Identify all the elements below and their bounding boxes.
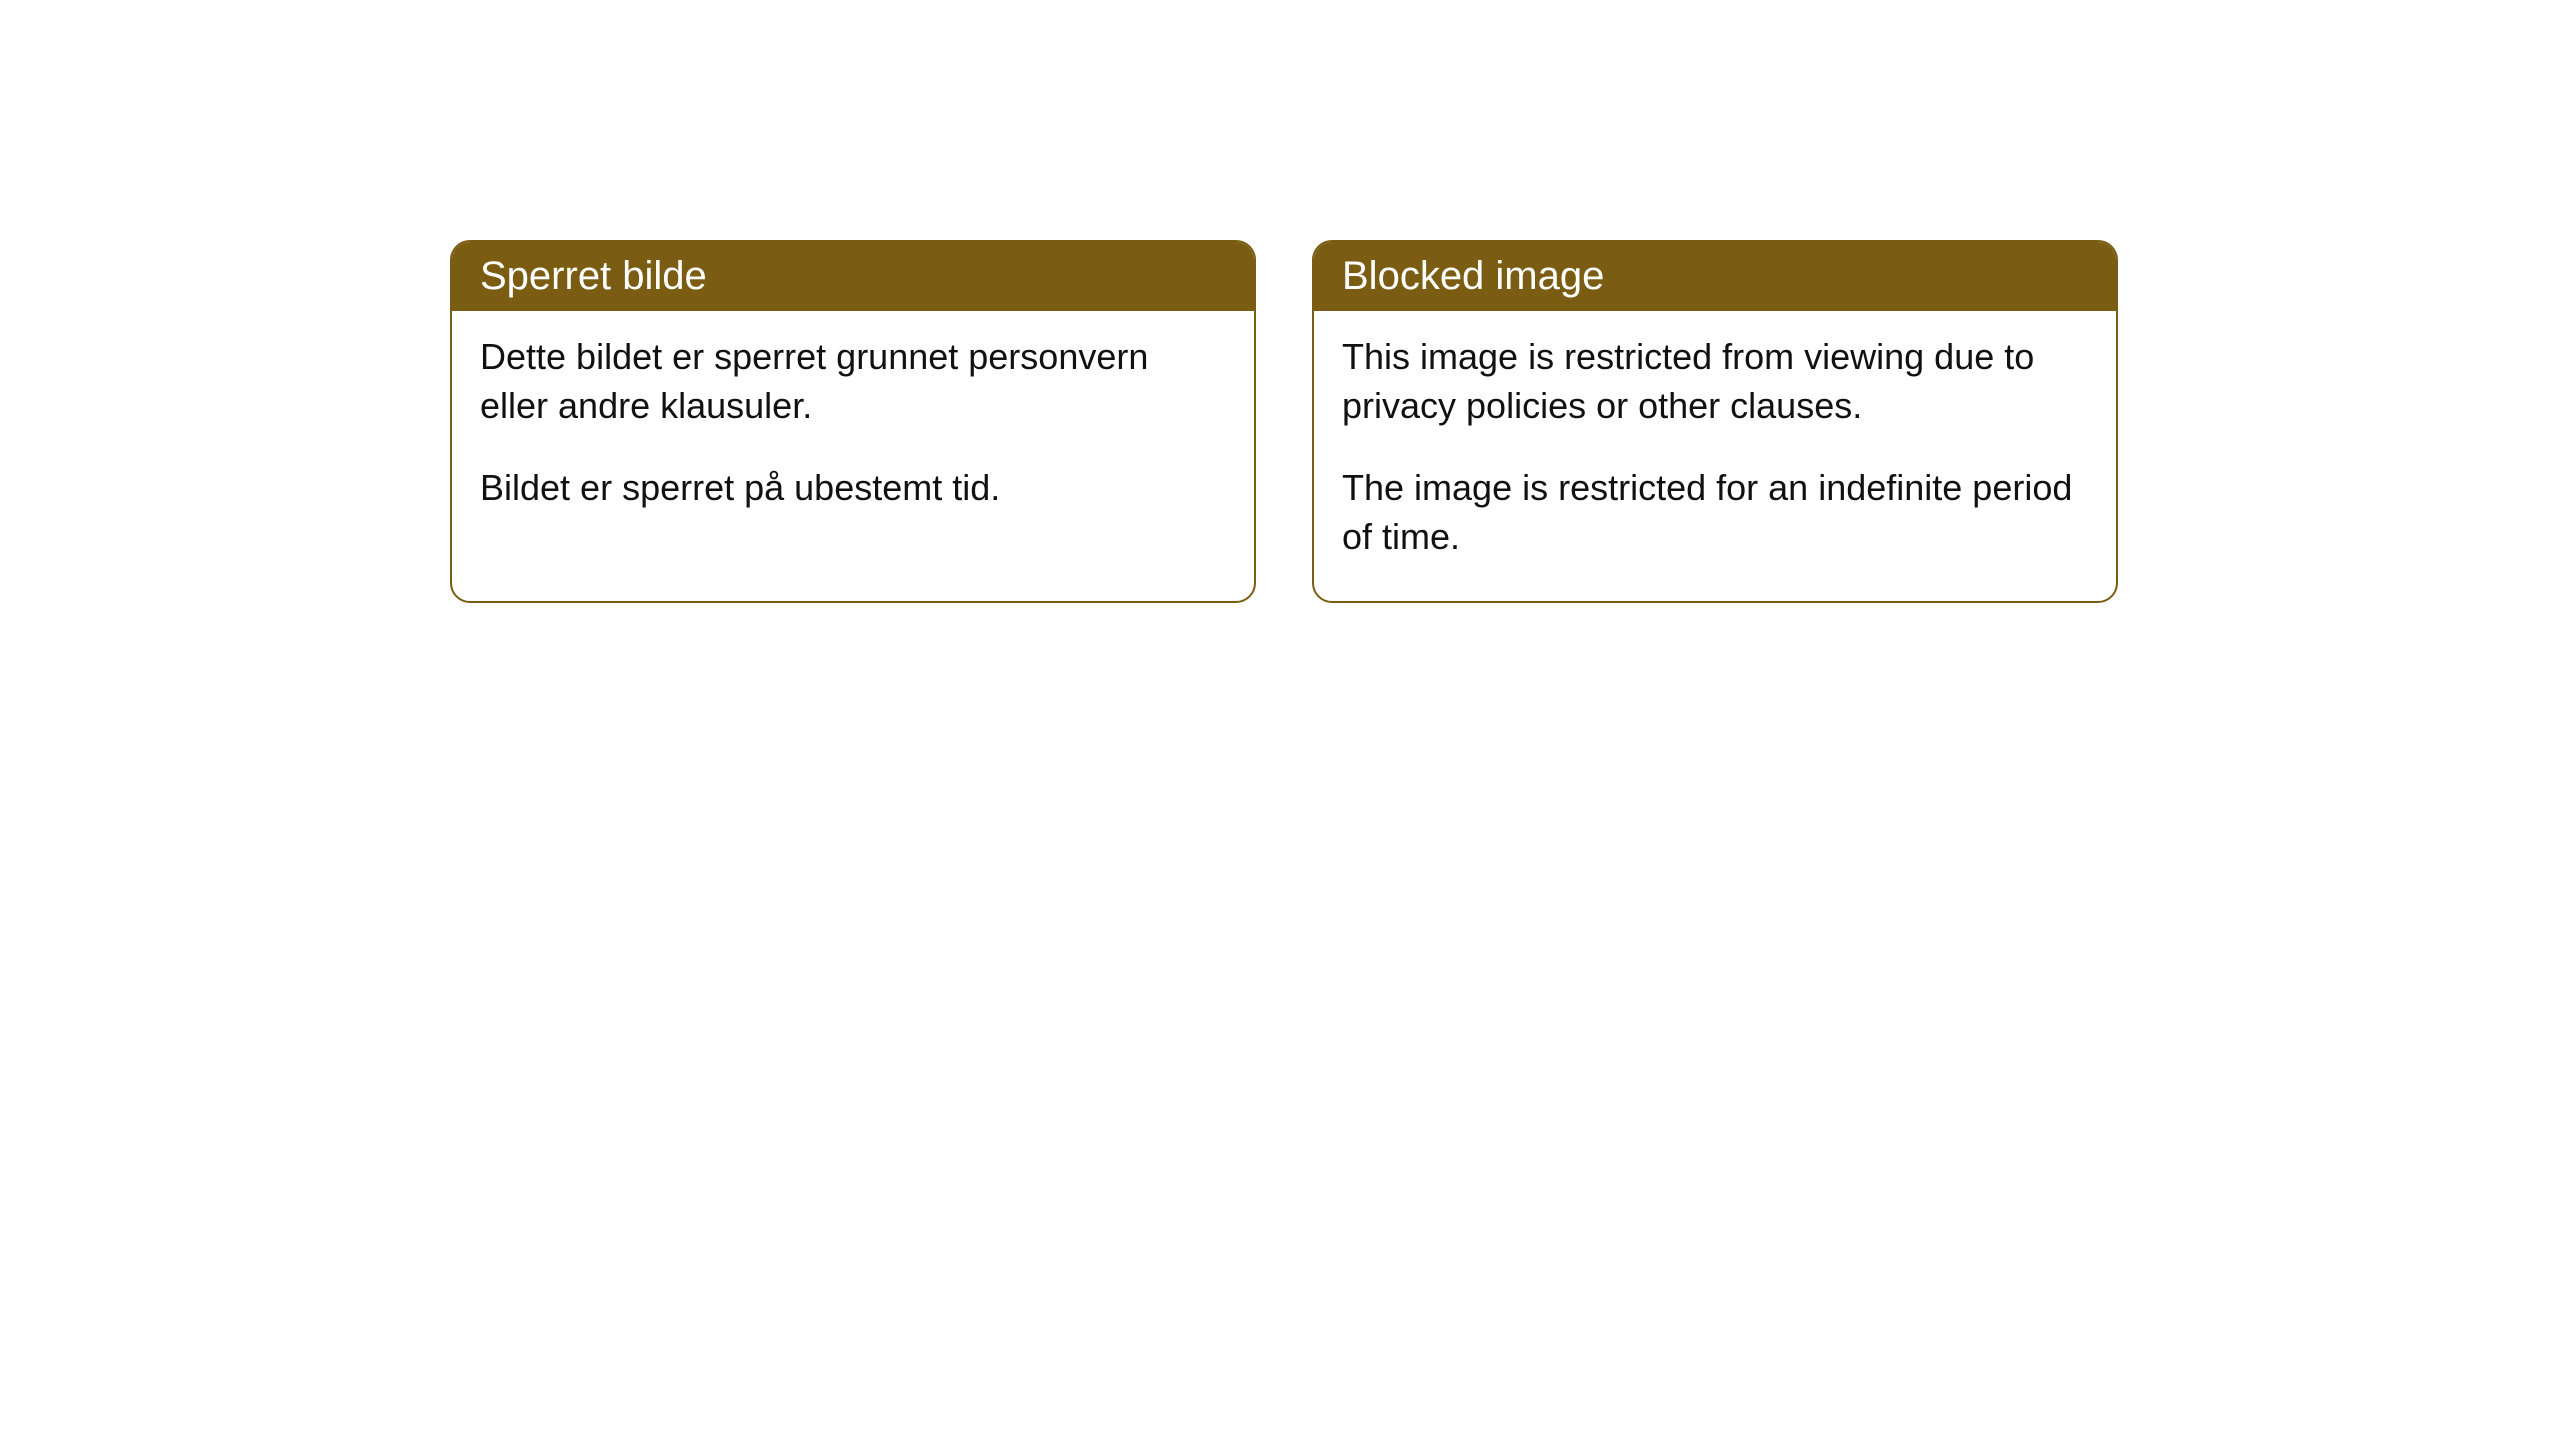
card-english: Blocked image This image is restricted f… xyxy=(1312,240,2118,603)
card-paragraph-2: Bildet er sperret på ubestemt tid. xyxy=(480,464,1226,513)
card-header-english: Blocked image xyxy=(1314,242,2116,311)
card-header-norwegian: Sperret bilde xyxy=(452,242,1254,311)
card-body-english: This image is restricted from viewing du… xyxy=(1314,311,2116,601)
card-title: Sperret bilde xyxy=(480,254,707,298)
card-title: Blocked image xyxy=(1342,254,1604,298)
card-paragraph-2: The image is restricted for an indefinit… xyxy=(1342,464,2088,561)
card-body-norwegian: Dette bildet er sperret grunnet personve… xyxy=(452,311,1254,553)
card-paragraph-1: Dette bildet er sperret grunnet personve… xyxy=(480,333,1226,430)
card-norwegian: Sperret bilde Dette bildet er sperret gr… xyxy=(450,240,1256,603)
card-paragraph-1: This image is restricted from viewing du… xyxy=(1342,333,2088,430)
cards-container: Sperret bilde Dette bildet er sperret gr… xyxy=(450,240,2118,603)
